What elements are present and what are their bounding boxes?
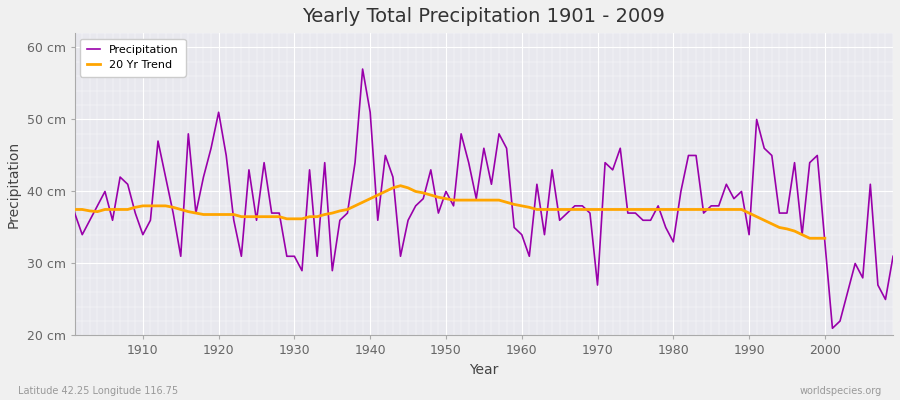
Y-axis label: Precipitation: Precipitation [7, 141, 21, 228]
Precipitation [887, 254, 898, 259]
20 Yr Trend [805, 236, 815, 241]
Precipitation [827, 326, 838, 331]
Precipitation [297, 268, 308, 273]
20 Yr Trend [820, 236, 831, 241]
Title: Yearly Total Precipitation 1901 - 2009: Yearly Total Precipitation 1901 - 2009 [302, 7, 665, 26]
Legend: Precipitation, 20 Yr Trend: Precipitation, 20 Yr Trend [80, 39, 185, 77]
Precipitation [517, 232, 527, 237]
20 Yr Trend [464, 198, 474, 202]
20 Yr Trend [244, 214, 255, 219]
Precipitation [69, 211, 80, 216]
20 Yr Trend [69, 207, 80, 212]
20 Yr Trend [767, 222, 778, 226]
Precipitation [357, 67, 368, 72]
20 Yr Trend [213, 212, 224, 217]
Line: 20 Yr Trend: 20 Yr Trend [75, 186, 825, 238]
X-axis label: Year: Year [469, 363, 499, 377]
20 Yr Trend [395, 183, 406, 188]
Precipitation [524, 254, 535, 259]
20 Yr Trend [524, 205, 535, 210]
Text: Latitude 42.25 Longitude 116.75: Latitude 42.25 Longitude 116.75 [18, 386, 178, 396]
20 Yr Trend [789, 229, 800, 234]
Precipitation [342, 211, 353, 216]
Precipitation [130, 211, 140, 216]
Precipitation [615, 146, 626, 151]
Text: worldspecies.org: worldspecies.org [800, 386, 882, 396]
Line: Precipitation: Precipitation [75, 69, 893, 328]
